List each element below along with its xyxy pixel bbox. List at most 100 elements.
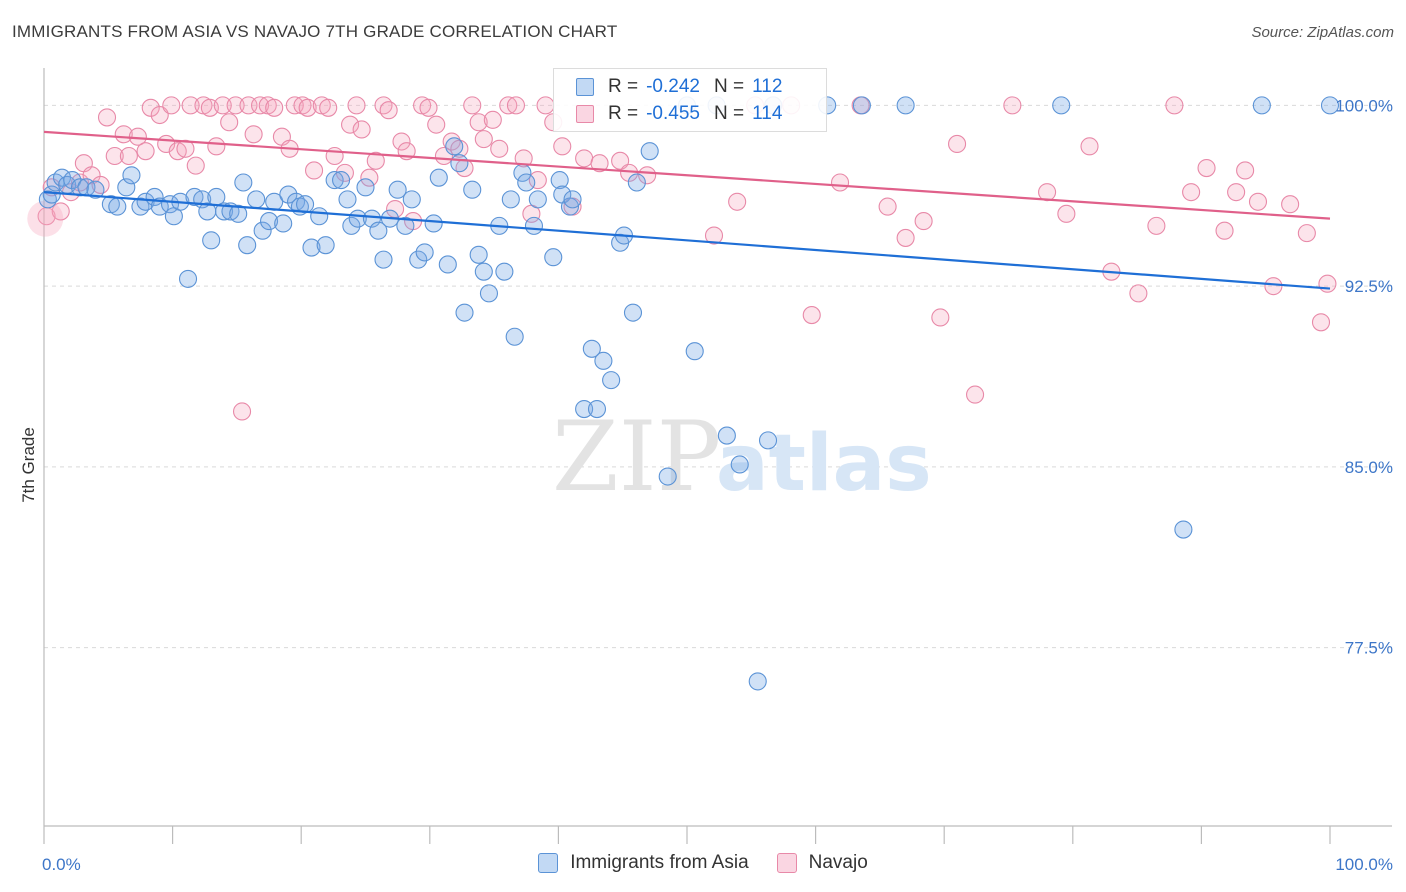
navajo-point — [878, 197, 897, 216]
n-label: N = — [713, 103, 745, 124]
asia-point — [852, 96, 871, 115]
navajo-point — [360, 168, 379, 187]
asia-point — [86, 180, 105, 199]
asia-point — [302, 238, 321, 257]
asia-point — [424, 214, 443, 233]
asia-point — [202, 231, 221, 250]
asia-point — [296, 195, 315, 214]
navajo-point — [82, 166, 101, 185]
navajo-point — [1057, 204, 1076, 223]
asia-point — [42, 185, 61, 204]
navajo-point — [136, 142, 155, 161]
asia-point — [474, 262, 493, 281]
asia-point — [623, 303, 643, 322]
navajo-point — [590, 154, 609, 173]
navajo-point — [366, 151, 385, 170]
legend-swatch-navajo — [776, 853, 797, 873]
asia-point — [463, 180, 482, 199]
navajo-point — [536, 96, 555, 115]
navajo-point — [514, 149, 533, 168]
r-label: R = — [608, 76, 639, 97]
asia-point — [279, 185, 298, 204]
navajo-point — [1165, 96, 1184, 115]
asia-point — [640, 142, 659, 161]
legend-label-navajo: Navajo — [808, 852, 868, 873]
asia-point — [469, 245, 488, 264]
navajo-point — [186, 156, 205, 175]
asia-point — [455, 303, 474, 322]
navajo-point — [207, 137, 226, 156]
asia-point — [342, 216, 361, 235]
navajo-point — [704, 226, 724, 245]
navajo-point — [469, 113, 488, 132]
navajo-point — [298, 98, 317, 117]
y-tick-label: 100.0% — [1335, 96, 1393, 115]
navajo-point — [1236, 161, 1255, 180]
navajo-point — [427, 115, 446, 134]
asia-point — [238, 236, 257, 255]
asia-point — [587, 400, 607, 419]
navajo-point — [966, 385, 985, 404]
asia-point — [310, 207, 329, 226]
asia-point — [402, 190, 421, 209]
n-label: N = — [713, 76, 745, 97]
navajo-point — [1003, 96, 1022, 115]
asia-point — [229, 204, 248, 223]
asia-point — [1174, 520, 1193, 539]
r-value: -0.242 — [646, 76, 700, 97]
watermark: ZIP atlas — [552, 401, 932, 513]
stats-row-asia: R = -0.242 N = 112 — [576, 75, 796, 99]
asia-point — [388, 180, 407, 199]
asia-point — [136, 192, 155, 211]
asia-point — [374, 250, 393, 269]
asia-point — [332, 171, 351, 190]
navajo-point — [1147, 216, 1166, 235]
asia-point — [316, 236, 335, 255]
asia-point — [602, 371, 621, 390]
watermark-zip: ZIP — [552, 401, 721, 513]
navajo-point — [575, 149, 594, 168]
navajo-swatch — [576, 105, 594, 123]
navajo-point — [226, 96, 245, 115]
navajo-point — [265, 98, 284, 117]
asia-point — [338, 190, 357, 209]
asia-point — [356, 178, 375, 197]
asia-point — [730, 455, 749, 474]
stats-row-navajo: R = -0.455 N = 114 — [576, 102, 796, 126]
asia-point — [214, 202, 234, 221]
asia-point — [438, 255, 457, 274]
axes — [43, 68, 1392, 844]
navajo-point — [244, 125, 263, 144]
navajo-point — [97, 108, 117, 127]
navajo-trend-line — [43, 130, 1331, 220]
asia-point — [582, 339, 601, 358]
navajo-point — [213, 96, 232, 115]
asia-point — [528, 190, 547, 209]
asia-point — [63, 171, 82, 190]
trend-lines — [43, 130, 1331, 290]
asia-point — [259, 212, 279, 231]
asia-point — [1052, 96, 1071, 115]
asia-point — [415, 243, 434, 262]
asia-point — [369, 221, 388, 240]
x-tick-label: 100.0% — [1335, 855, 1393, 874]
asia-point — [178, 269, 198, 288]
r-value: -0.455 — [646, 103, 700, 124]
legend-item-navajo: Navajo — [776, 852, 868, 874]
asia-point — [748, 672, 767, 691]
navajo-point — [896, 228, 915, 247]
asia-point — [550, 171, 569, 190]
navajo-point — [483, 110, 502, 129]
asia-point — [117, 178, 136, 197]
asia-point — [505, 327, 524, 346]
navajo-point — [250, 96, 270, 115]
navajo-point — [1318, 274, 1337, 293]
tick-labels: 100.0% 92.5% 85.0% 77.5% 0.0% 100.0% — [42, 96, 1393, 874]
navajo-point — [319, 98, 338, 117]
series-asia-points — [38, 96, 1340, 691]
y-tick-label: 85.0% — [1345, 458, 1393, 477]
stats-legend: R = -0.242 N = 112 R = -0.455 N = 114 — [553, 68, 827, 132]
navajo-point — [1311, 313, 1331, 332]
series-navajo-points — [27, 96, 1337, 421]
n-value: 114 — [752, 103, 783, 124]
